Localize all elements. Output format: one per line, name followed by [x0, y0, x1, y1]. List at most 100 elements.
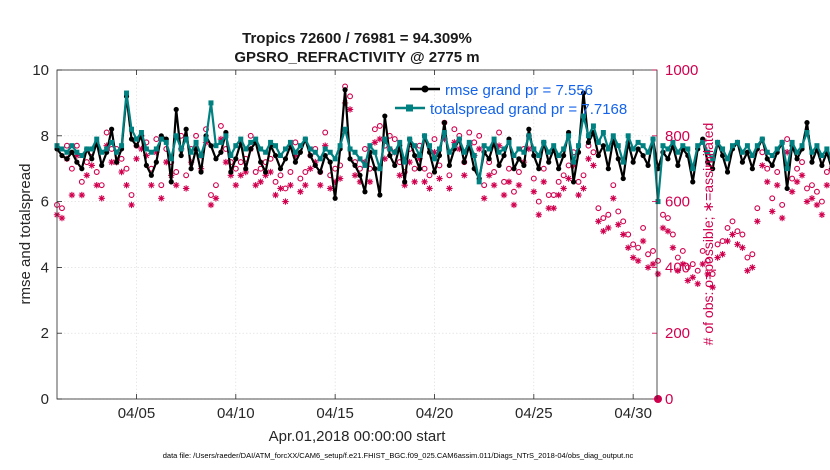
totalspread-point [372, 149, 378, 155]
assimilated-obs-marker [808, 195, 816, 202]
rmse-point [536, 166, 542, 172]
totalspread-point [198, 153, 204, 159]
possible-obs-marker [605, 211, 612, 218]
assimilated-obs-marker [396, 172, 403, 179]
assimilated-obs-marker [570, 162, 577, 169]
assimilated-obs-marker [237, 172, 244, 179]
assimilated-obs-marker [148, 181, 155, 189]
assimilated-obs-marker [262, 172, 269, 179]
assimilated-obs-marker [510, 201, 518, 209]
assimilated-obs-marker [242, 168, 249, 176]
assimilated-obs-marker [550, 204, 557, 212]
totalspread-point [675, 149, 681, 155]
totalspread-point [208, 100, 214, 106]
assimilated-obs-marker [495, 142, 503, 149]
assimilated-obs-marker [560, 185, 567, 192]
rmse-point [317, 169, 323, 175]
assimilated-obs-marker [813, 201, 821, 209]
rmse-point [387, 152, 393, 159]
totalspread-point [665, 146, 671, 152]
possible-obs-marker [371, 126, 378, 133]
assimilated-obs-marker [446, 185, 453, 192]
assimilated-obs-marker [679, 260, 687, 268]
rmse-point [352, 162, 358, 169]
totalspread-point [238, 136, 244, 142]
assimilated-obs-marker [475, 145, 483, 153]
x-tick-label: 04/20 [416, 405, 454, 422]
possible-obs-marker [724, 224, 731, 231]
legend-rmse-marker [421, 85, 429, 93]
chart-title: Tropics 72600 / 76981 = 94.309% [242, 30, 472, 47]
assimilated-obs-marker [272, 191, 279, 199]
rmse-point [561, 152, 567, 159]
rmse-point [804, 120, 810, 126]
possible-obs-marker [287, 169, 294, 175]
possible-obs-marker [128, 192, 135, 198]
x-tick-label: 04/15 [316, 405, 354, 422]
totalspread-point [427, 143, 433, 149]
rmse-point [511, 166, 517, 172]
assimilated-obs-marker [624, 244, 632, 251]
possible-obs-marker [560, 172, 567, 179]
assimilated-obs-marker [783, 149, 791, 156]
rmse-point [128, 136, 135, 142]
assimilated-obs-marker [451, 139, 458, 146]
assimilated-obs-marker [312, 158, 319, 166]
rmse-point [282, 156, 289, 162]
assimilated-obs-marker [371, 139, 379, 146]
assimilated-obs-marker [764, 178, 771, 186]
series-layer [53, 83, 830, 403]
possible-obs-marker [78, 178, 85, 185]
possible-obs-marker [645, 251, 652, 258]
assimilated-obs-marker [158, 195, 165, 202]
rmse-point [570, 179, 577, 185]
assimilated-obs-marker [346, 106, 354, 113]
totalspread-point [546, 149, 552, 155]
y-tick-label: 10 [32, 62, 49, 79]
assimilated-obs-marker [585, 155, 592, 163]
assimilated-obs-marker [123, 181, 130, 189]
totalspread-point [392, 149, 398, 155]
assimilated-obs-marker [505, 178, 513, 186]
y-tick-label: 8 [41, 128, 49, 145]
assimilated-obs-marker [754, 218, 761, 225]
rmse-point [461, 159, 467, 165]
possible-obs-marker [600, 215, 607, 222]
legend-spread-label: totalspread grand pr = 7.7168 [430, 101, 627, 118]
rmse-point [784, 185, 790, 192]
totalspread-point [784, 166, 790, 172]
totalspread-point [516, 146, 522, 152]
assimilated-obs-marker [565, 175, 572, 182]
rmse-point [809, 159, 815, 165]
rmse-point [297, 149, 303, 155]
totalspread-point [819, 153, 825, 159]
totalspread-point [119, 143, 125, 149]
rmse-point [178, 152, 184, 159]
totalspread-point [605, 146, 611, 152]
assimilated-obs-marker [356, 178, 364, 186]
possible-obs-marker [734, 228, 741, 235]
assimilated-obs-marker [83, 172, 91, 179]
totalspread-point [292, 149, 298, 155]
possible-obs-marker [446, 172, 453, 179]
rmse-point [99, 162, 105, 169]
rmse-point [585, 139, 592, 145]
possible-obs-marker [496, 129, 503, 136]
totalspread-point [610, 133, 616, 139]
totalspread-point [754, 143, 760, 149]
totalspread-point [576, 143, 582, 149]
possible-obs-marker [674, 254, 681, 261]
totalspread-point [213, 143, 219, 149]
totalspread-point [223, 133, 229, 139]
totalspread-point [556, 153, 562, 159]
rmse-point [208, 143, 214, 149]
possible-obs-marker [391, 136, 398, 143]
totalspread-point [357, 156, 363, 162]
legend-rmse-label: rmse grand pr = 7.556 [445, 82, 593, 99]
totalspread-point [536, 153, 542, 159]
assimilated-obs-marker [103, 142, 110, 149]
assimilated-obs-marker [620, 231, 627, 238]
rmse-point [357, 172, 363, 178]
rmse-point [79, 166, 85, 172]
possible-obs-marker [813, 188, 820, 195]
